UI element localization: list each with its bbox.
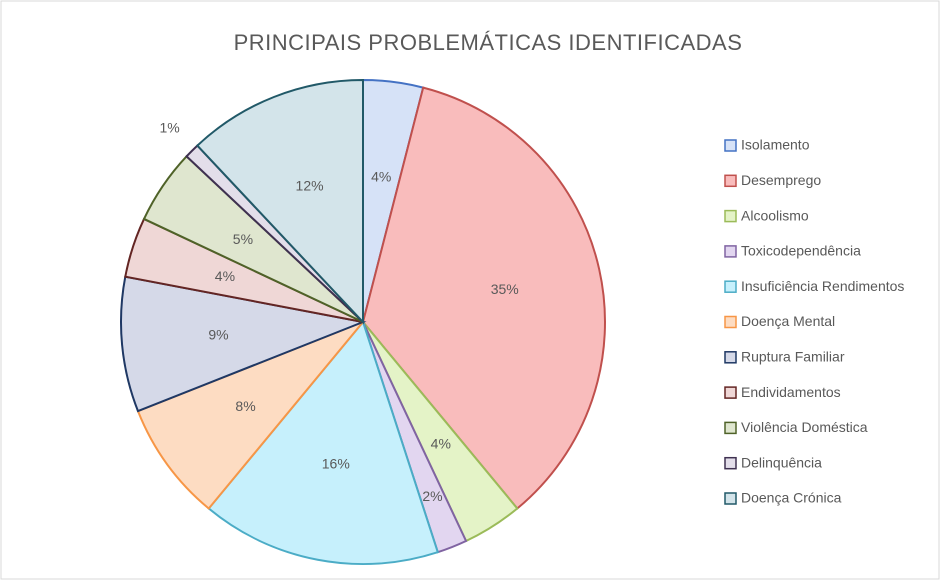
legend-swatch	[724, 245, 737, 258]
legend-swatch	[724, 139, 737, 152]
legend-label: Ruptura Familiar	[741, 349, 845, 365]
data-label: 4%	[215, 268, 235, 284]
legend-swatch	[724, 456, 737, 470]
legend-label: Endividamentos	[741, 384, 841, 400]
pie-slice	[120, 275, 367, 413]
legend-swatch	[724, 386, 737, 399]
legend-swatch	[724, 421, 737, 435]
data-label: 2%	[422, 488, 442, 504]
legend-label: Isolamento	[741, 137, 810, 153]
pie-slice	[195, 78, 364, 325]
legend-swatch	[724, 351, 737, 364]
legend-label: Violência Doméstica	[741, 419, 868, 435]
data-label: 12%	[296, 178, 324, 194]
data-label: 5%	[233, 231, 253, 247]
legend-label: Insuficiência Rendimentos	[741, 278, 904, 294]
data-label: 9%	[208, 326, 228, 342]
data-label: 4%	[371, 169, 391, 185]
data-label: 1%	[160, 119, 180, 135]
legend-swatch	[724, 280, 737, 293]
legend-label: Alcoolismo	[741, 207, 809, 223]
legend-label: Desemprego	[741, 172, 821, 188]
legend-label: Delinquência	[741, 454, 822, 470]
pie-slice	[207, 319, 440, 565]
pie-slice	[136, 321, 364, 510]
data-label: 35%	[491, 281, 519, 297]
pie-slice	[361, 86, 606, 510]
legend-label: Toxicodependência	[741, 243, 861, 259]
legend-swatch	[724, 174, 737, 188]
chart-title: PRINCIPAIS PROBLEMÁTICAS IDENTIFICADAS	[234, 30, 743, 55]
data-label: 8%	[235, 398, 255, 414]
legend-swatch	[724, 492, 737, 505]
legend-label: Doença Mental	[741, 313, 835, 329]
data-label: 16%	[322, 455, 350, 471]
legend-swatch	[724, 209, 737, 223]
legend-label: Doença Crónica	[741, 490, 842, 506]
data-label: 4%	[431, 435, 451, 451]
legend-swatch	[724, 315, 737, 329]
